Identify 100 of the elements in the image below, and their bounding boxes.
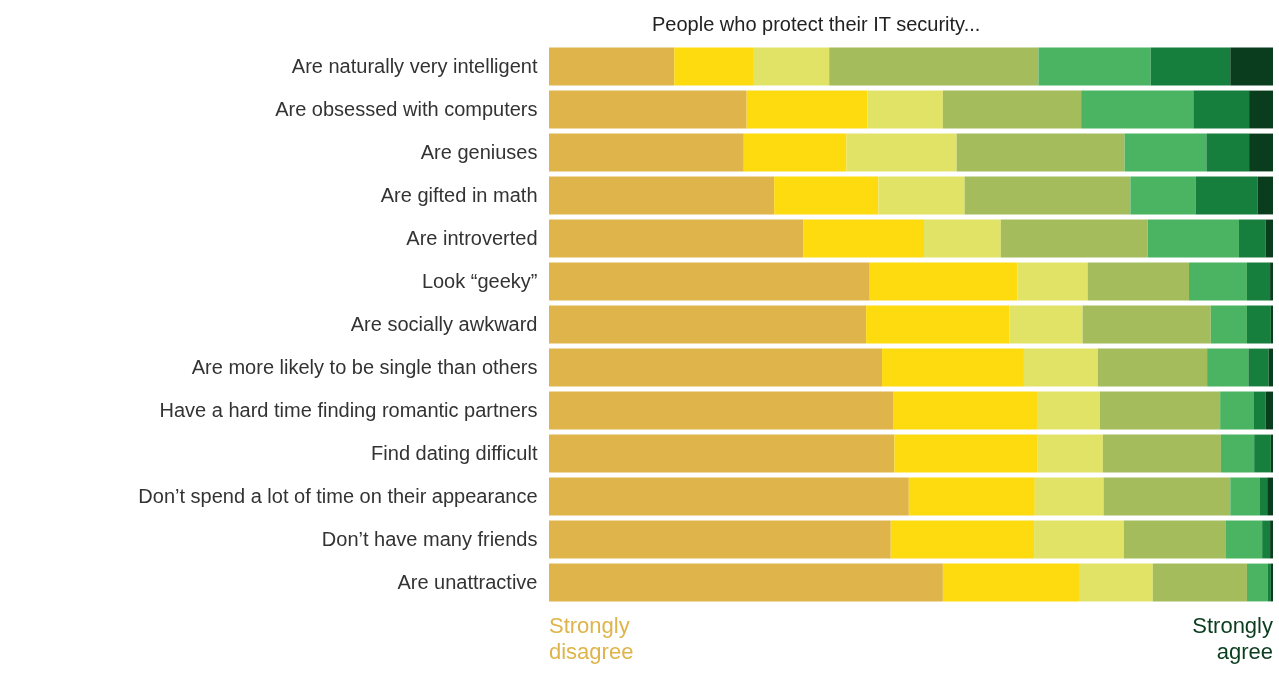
bar xyxy=(1206,133,1250,172)
bar xyxy=(942,90,1082,129)
bar xyxy=(1034,477,1104,516)
bar xyxy=(1238,219,1266,258)
bar xyxy=(1123,520,1226,559)
bar xyxy=(869,262,1018,301)
bar xyxy=(549,434,895,473)
bar xyxy=(1270,434,1273,473)
bar xyxy=(549,47,675,86)
bar xyxy=(1097,348,1208,387)
bar xyxy=(1147,219,1239,258)
y-tick-label: Are obsessed with computers xyxy=(275,97,538,120)
bar xyxy=(1270,520,1273,559)
bar xyxy=(549,90,747,129)
bar xyxy=(1265,391,1273,430)
bar xyxy=(1037,434,1103,473)
y-tick-label: Are geniuses xyxy=(420,140,538,163)
bar xyxy=(893,391,1037,430)
bar xyxy=(1009,305,1083,344)
bar xyxy=(549,563,943,602)
bar xyxy=(1246,563,1268,602)
bar xyxy=(1253,391,1266,430)
y-tick-label: Look “geeky” xyxy=(421,269,538,292)
text: Strongly disagree xyxy=(549,613,634,664)
bar xyxy=(1087,262,1190,301)
bar xyxy=(674,47,754,86)
bar xyxy=(549,520,891,559)
bar xyxy=(1225,520,1263,559)
bar xyxy=(829,47,1039,86)
bar xyxy=(1152,563,1247,602)
bar xyxy=(1249,133,1273,172)
bar xyxy=(878,176,965,215)
bar xyxy=(1017,262,1088,301)
bar xyxy=(924,219,1001,258)
bar xyxy=(1000,219,1148,258)
bar xyxy=(1103,477,1231,516)
bar xyxy=(1195,176,1258,215)
bar xyxy=(1270,262,1273,301)
y-tick-label: Find dating difficult xyxy=(371,441,538,464)
y-tick-label: Are socially awkward xyxy=(350,312,538,335)
bar xyxy=(1249,90,1273,129)
bar xyxy=(549,176,775,215)
bar xyxy=(1246,305,1271,344)
bar xyxy=(1262,520,1271,559)
bar xyxy=(746,90,868,129)
bar xyxy=(1248,348,1269,387)
bar xyxy=(1268,348,1273,387)
bar xyxy=(890,520,1035,559)
text: Strongly agree xyxy=(1192,613,1273,664)
bar xyxy=(1230,47,1273,86)
bar xyxy=(1230,477,1260,516)
y-tick-label: Are naturally very intelligent xyxy=(291,54,538,77)
bar xyxy=(549,391,894,430)
bar xyxy=(774,176,879,215)
bar xyxy=(549,219,804,258)
bar xyxy=(866,305,1010,344)
bar xyxy=(1124,133,1207,172)
bar xyxy=(882,348,1024,387)
chart-title: People who protect their IT security... xyxy=(652,13,981,35)
bar xyxy=(942,563,1079,602)
bar xyxy=(1220,434,1255,473)
bar xyxy=(1034,520,1124,559)
bar xyxy=(1099,391,1221,430)
bar xyxy=(1023,348,1098,387)
bar xyxy=(1210,305,1247,344)
bar xyxy=(846,133,957,172)
bar xyxy=(1130,176,1196,215)
bar xyxy=(1078,563,1153,602)
bar xyxy=(1267,477,1273,516)
bar xyxy=(743,133,847,172)
bar xyxy=(964,176,1131,215)
bar xyxy=(549,133,744,172)
bar xyxy=(549,305,867,344)
bar xyxy=(1150,47,1231,86)
bar xyxy=(908,477,1035,516)
bar xyxy=(549,262,870,301)
bar xyxy=(1220,391,1254,430)
bar xyxy=(1254,434,1271,473)
y-tick-label: Are unattractive xyxy=(397,570,538,593)
bar xyxy=(1193,90,1250,129)
bar xyxy=(1257,176,1273,215)
bar xyxy=(803,219,925,258)
bar xyxy=(549,477,909,516)
bar xyxy=(1038,47,1151,86)
bar xyxy=(894,434,1038,473)
y-tick-label: Have a hard time finding romantic partners xyxy=(159,398,538,421)
bar xyxy=(1082,305,1211,344)
bar xyxy=(1081,90,1194,129)
bar xyxy=(549,348,883,387)
bar xyxy=(1259,477,1268,516)
y-tick-label: Don’t have many friends xyxy=(321,527,538,550)
bar xyxy=(1270,305,1273,344)
bar xyxy=(1102,434,1221,473)
bar xyxy=(1207,348,1249,387)
bar xyxy=(1265,219,1273,258)
bar xyxy=(1036,391,1100,430)
y-tick-label: Are introverted xyxy=(406,226,538,249)
bar xyxy=(753,47,830,86)
bar xyxy=(956,133,1125,172)
bar xyxy=(1246,262,1271,301)
